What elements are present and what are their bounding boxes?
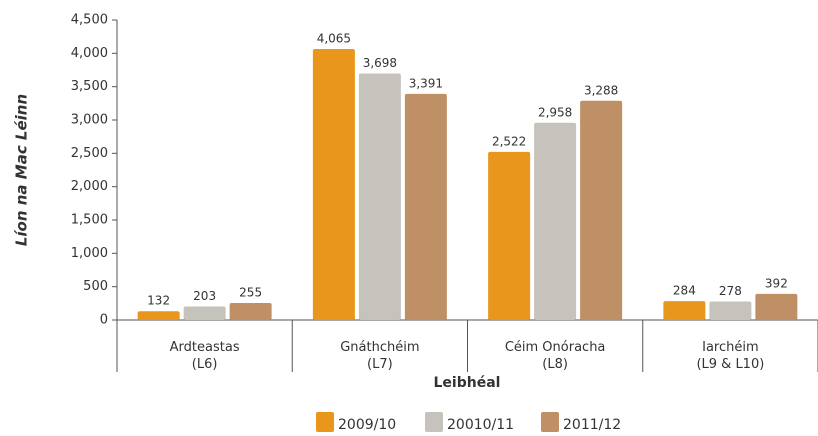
x-tick-label-line: Ardteastas xyxy=(170,340,240,355)
value-label: 278 xyxy=(719,284,742,298)
y-axis-title: Líon na Mac Léinn xyxy=(13,94,31,246)
y-tick-label: 0 xyxy=(100,313,108,328)
y-tick-label: 2,000 xyxy=(71,179,108,194)
legend-label: 2011/12 xyxy=(563,417,621,433)
x-tick-label-line: (L9 & L10) xyxy=(696,357,764,372)
legend-swatch xyxy=(541,412,559,432)
y-tick-label: 4,000 xyxy=(71,46,108,61)
y-tick-label: 4,500 xyxy=(71,13,108,28)
y-tick-label: 3,500 xyxy=(71,79,108,94)
bar xyxy=(709,301,752,320)
bar xyxy=(755,293,798,320)
value-label: 4,065 xyxy=(317,32,351,46)
x-tick-label: Gnáthchéim (L7) xyxy=(340,340,419,372)
x-tick-label: Ardteastas (L6) xyxy=(170,340,240,372)
value-label: 255 xyxy=(239,286,262,300)
y-tick-label: 2,500 xyxy=(71,146,108,161)
x-tick-label-line: Iarchéim xyxy=(702,340,759,355)
bar xyxy=(312,49,355,320)
legend-label: 2009/10 xyxy=(338,417,396,433)
bar xyxy=(183,306,226,320)
value-label: 3,288 xyxy=(584,83,618,97)
x-tick-label-line: (L8) xyxy=(542,357,568,372)
bar xyxy=(580,100,623,320)
value-label: 3,391 xyxy=(409,76,443,90)
legend-swatch xyxy=(425,412,443,432)
bar xyxy=(358,73,401,320)
legend-label: 20010/11 xyxy=(447,417,514,433)
x-tick-label-line: Céim Onóracha xyxy=(505,340,606,355)
value-label: 3,698 xyxy=(363,56,397,70)
x-axis-title: Leibhéal xyxy=(434,375,501,391)
y-tick-label: 500 xyxy=(83,279,108,294)
x-tick-label: Céim Onóracha (L8) xyxy=(505,340,606,372)
bar xyxy=(663,301,706,320)
x-tick-label-line: (L6) xyxy=(192,357,218,372)
y-tick-label: 1,500 xyxy=(71,213,108,228)
y-tick-label: 1,000 xyxy=(71,246,108,261)
bar xyxy=(534,122,577,320)
x-tick-label-line: Gnáthchéim xyxy=(340,340,419,355)
value-label: 284 xyxy=(673,284,696,298)
bar xyxy=(229,303,272,320)
x-tick-label: Iarchéim (L9 & L10) xyxy=(696,340,764,372)
value-label: 2,958 xyxy=(538,105,572,119)
y-tick-label: 3,000 xyxy=(71,113,108,128)
bar xyxy=(404,93,447,320)
value-label: 392 xyxy=(765,276,788,290)
x-tick-label-line: (L7) xyxy=(367,357,393,372)
legend-swatch xyxy=(316,412,334,432)
value-label: 203 xyxy=(193,289,216,303)
bar xyxy=(488,151,531,320)
bar xyxy=(137,311,180,320)
value-label: 132 xyxy=(147,294,170,308)
value-label: 2,522 xyxy=(492,134,526,148)
